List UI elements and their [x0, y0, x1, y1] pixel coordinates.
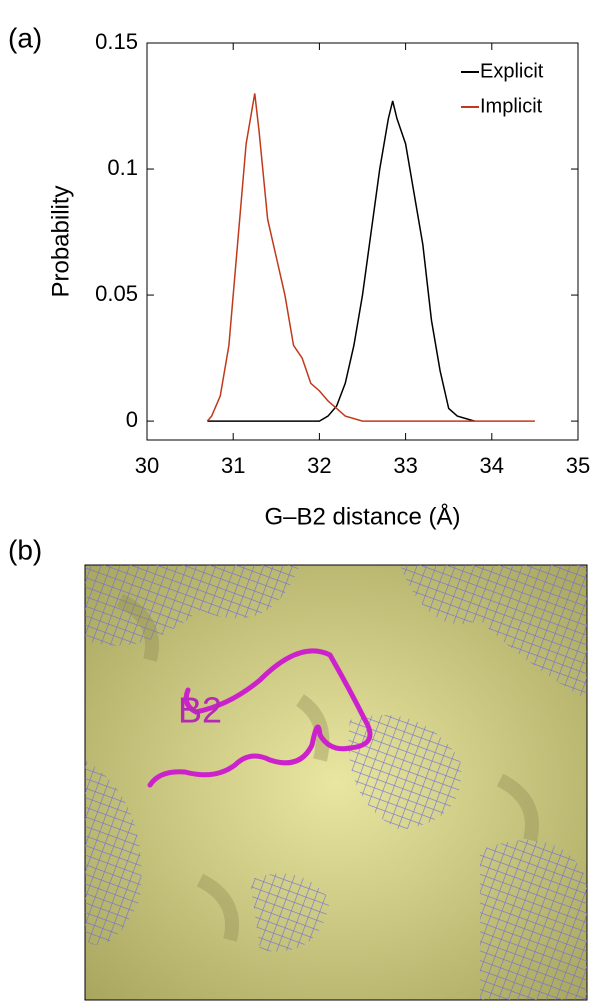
panel-label: (b) [8, 534, 42, 565]
y-tick-label: 0.15 [95, 29, 138, 54]
x-tick-label: 31 [221, 453, 245, 478]
y-axis-label: Probability [47, 185, 74, 297]
structure-image: B2 [84, 564, 588, 1001]
legend-label: Implicit [480, 95, 543, 117]
x-tick-label: 35 [566, 453, 590, 478]
x-tick-label: 33 [393, 453, 417, 478]
x-tick-label: 34 [480, 453, 504, 478]
axes-frame [146, 42, 579, 441]
y-tick-label: 0.1 [107, 155, 138, 180]
plot: 30 31 32 33 34 35 0 0.05 0.1 0.15 G–B2 distance (Å… [47, 29, 590, 531]
x-tick-label: 30 [135, 453, 159, 478]
y-tick-label: 0.05 [95, 281, 138, 306]
panel-label: (a) [8, 22, 42, 53]
series-line [206, 93, 535, 422]
y-tick-label: 0 [126, 407, 138, 432]
x-axis-label: G–B2 distance (Å) [264, 502, 460, 530]
mesh [85, 565, 587, 1000]
b2-loop [147, 648, 373, 788]
legend-label: Explicit [480, 60, 544, 82]
surface-shadow [116, 593, 539, 942]
series-line [207, 100, 475, 422]
x-tick-label: 32 [307, 453, 331, 478]
b2-label: B2 [178, 690, 222, 731]
